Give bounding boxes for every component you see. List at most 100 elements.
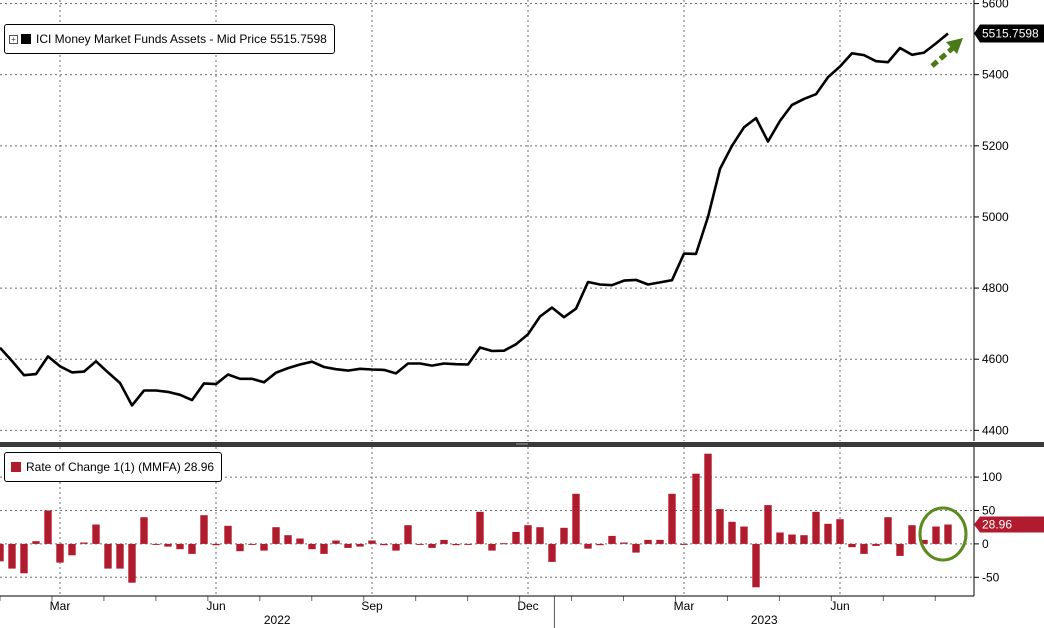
y-tick-label: 5600 xyxy=(982,0,1009,11)
x-tick-label: Jun xyxy=(206,599,225,613)
bar xyxy=(188,543,196,554)
bar xyxy=(716,509,724,544)
bar xyxy=(788,534,796,544)
bar xyxy=(464,543,472,545)
bar xyxy=(932,526,940,544)
x-tick-label: Mar xyxy=(674,599,695,613)
bar xyxy=(68,543,76,556)
bar xyxy=(416,543,424,545)
bar xyxy=(680,543,688,545)
bar xyxy=(872,543,880,546)
legend-bottom[interactable]: Rate of Change 1(1) (MMFA) 28.96 xyxy=(4,452,223,482)
bar xyxy=(704,453,712,544)
bar xyxy=(224,525,232,544)
bar xyxy=(248,543,256,545)
x-tick-label: Sep xyxy=(361,599,383,613)
bar xyxy=(560,527,568,544)
bar xyxy=(92,524,100,544)
bar xyxy=(776,532,784,544)
x-tick-label: Dec xyxy=(517,599,538,613)
legend-bar-swatch xyxy=(11,462,21,472)
bar xyxy=(908,525,916,544)
bar xyxy=(800,535,808,544)
bar xyxy=(20,543,28,574)
up-right-arrow-head xyxy=(946,38,963,54)
bar xyxy=(572,493,580,544)
line-series-layer xyxy=(0,32,949,407)
y-tick-label: 4600 xyxy=(982,352,1009,366)
bar xyxy=(380,543,388,546)
bar xyxy=(740,526,748,544)
bar xyxy=(548,543,556,562)
bar xyxy=(884,517,892,544)
bar xyxy=(140,517,148,544)
bar xyxy=(812,511,820,544)
bar xyxy=(116,543,124,569)
bar xyxy=(824,523,832,544)
bar xyxy=(128,543,136,583)
bar xyxy=(512,531,520,544)
grid-layer xyxy=(0,0,974,596)
bar xyxy=(200,515,208,544)
bar xyxy=(0,543,4,562)
bar xyxy=(392,543,400,551)
bar xyxy=(308,543,316,550)
y-tick-label: -50 xyxy=(982,570,1000,584)
x-year-label: 2023 xyxy=(751,613,778,627)
bar xyxy=(644,539,652,544)
last-value-label-line: 5515.7598 xyxy=(982,27,1039,41)
y-tick-label: 4800 xyxy=(982,281,1009,295)
y-tick-label: 5000 xyxy=(982,210,1009,224)
bar xyxy=(8,543,16,569)
bar xyxy=(296,538,304,544)
bar xyxy=(260,543,268,551)
y-tick-label: 4400 xyxy=(982,423,1009,437)
y-tick-label: 50 xyxy=(982,503,996,517)
up-right-arrow-icon xyxy=(930,45,956,68)
bar xyxy=(368,540,376,544)
legend-line-swatch xyxy=(21,34,31,44)
bar xyxy=(632,543,640,553)
bar xyxy=(356,543,364,547)
bar xyxy=(620,542,628,544)
bar xyxy=(764,505,772,544)
last-value-tag-bar xyxy=(974,516,1044,533)
bar xyxy=(404,525,412,544)
bar xyxy=(920,539,928,544)
y-tick-label: 100 xyxy=(982,470,1002,484)
bar xyxy=(608,535,616,544)
x-tick-label: Mar xyxy=(50,599,71,613)
bar xyxy=(428,543,436,548)
legend-bottom-label: Rate of Change 1(1) (MMFA) 28.96 xyxy=(26,460,215,474)
bar xyxy=(152,543,160,545)
y-tick-label: 5400 xyxy=(982,68,1009,82)
bar xyxy=(896,543,904,556)
annotation-layer: 5515.7598 28.96 xyxy=(918,24,1044,562)
bar xyxy=(524,525,532,544)
bar xyxy=(656,539,664,544)
bar xyxy=(596,543,604,546)
bar xyxy=(500,543,508,545)
legend-top[interactable]: + ICI Money Market Funds Assets - Mid Pr… xyxy=(4,24,335,54)
bar xyxy=(80,542,88,544)
bar xyxy=(752,543,760,588)
bar xyxy=(332,540,340,544)
line-series-mmfa xyxy=(0,32,949,407)
bar xyxy=(44,510,52,544)
bar xyxy=(212,543,220,546)
bar xyxy=(272,527,280,544)
last-value-tag-line xyxy=(974,24,1044,43)
bar xyxy=(164,543,172,547)
bar xyxy=(692,473,700,544)
bar xyxy=(836,519,844,544)
bar xyxy=(944,524,952,544)
bar xyxy=(848,543,856,548)
bar xyxy=(56,543,64,563)
highlight-circle-icon xyxy=(918,506,968,562)
plus-icon[interactable]: + xyxy=(9,34,18,44)
bar xyxy=(104,543,112,569)
bar xyxy=(860,543,868,554)
bar xyxy=(452,543,460,546)
